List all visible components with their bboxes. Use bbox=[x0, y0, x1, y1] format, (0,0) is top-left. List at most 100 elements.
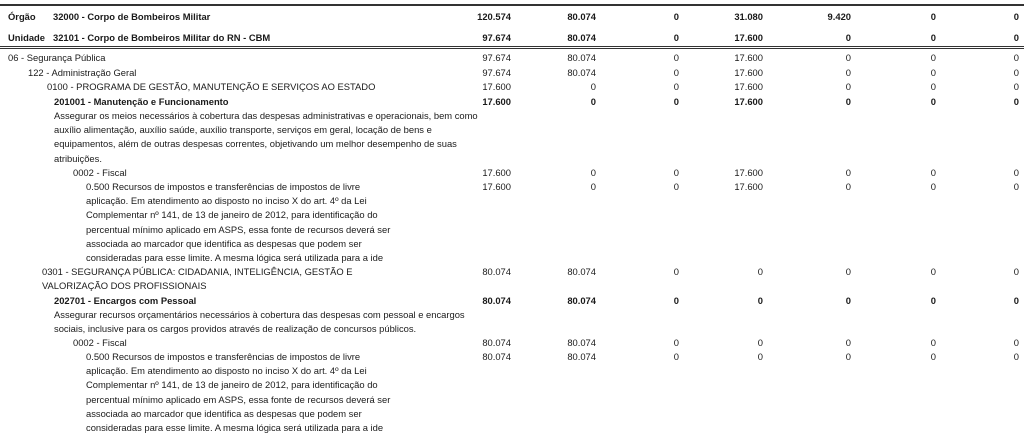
value-cell: 0 bbox=[930, 181, 936, 192]
value-cell: 0 bbox=[930, 52, 936, 63]
label-line: Complementar nº 141, de 13 de janeiro de… bbox=[86, 379, 378, 391]
row-label: 202701 - Encargos com Pessoal bbox=[54, 294, 196, 308]
value-cell: 0 bbox=[930, 67, 936, 78]
value-cell: 0 bbox=[930, 266, 936, 277]
row-label: 201001 - Manutenção e Funcionamento bbox=[54, 95, 229, 109]
label-line: associada ao marcador que identifica as … bbox=[86, 407, 362, 419]
value-cell: 80.074 bbox=[567, 351, 596, 362]
value-cell: 0 bbox=[845, 32, 851, 43]
value-cell: 80.074 bbox=[567, 32, 596, 43]
label-line: 0002 - Fiscal bbox=[73, 337, 127, 348]
value-cell: 0 bbox=[673, 167, 679, 178]
value-cell: 17.600 bbox=[734, 81, 763, 92]
value-cell: 17.600 bbox=[734, 167, 763, 178]
value-cell: 17.600 bbox=[734, 96, 763, 107]
row-label: 0.500 Recursos de impostos e transferênc… bbox=[86, 350, 390, 435]
value-cell: 17.600 bbox=[482, 167, 511, 178]
value-cell: 0 bbox=[673, 52, 679, 63]
value-cell: 0 bbox=[930, 337, 936, 348]
row-title: 32000 - Corpo de Bombeiros Militar bbox=[53, 11, 211, 22]
row-label: 06 - Segurança Pública bbox=[8, 51, 105, 65]
row-label: 0.500 Recursos de impostos e transferênc… bbox=[86, 180, 390, 265]
value-cell: 17.600 bbox=[734, 32, 763, 43]
value-cell: 0 bbox=[673, 181, 679, 192]
value-cell: 0 bbox=[1013, 11, 1019, 22]
value-cell: 0 bbox=[930, 11, 936, 22]
value-cell: 17.600 bbox=[734, 52, 763, 63]
value-cell: 0 bbox=[673, 81, 679, 92]
row-label: 0002 - Fiscal bbox=[73, 336, 127, 350]
value-cell: 0 bbox=[930, 81, 936, 92]
value-cell: 0 bbox=[1013, 167, 1019, 178]
value-cell: 80.074 bbox=[482, 295, 511, 306]
row-label: Assegurar os meios necessários à cobertu… bbox=[54, 109, 478, 166]
label-line: atribuições. bbox=[54, 152, 102, 164]
value-cell: 0 bbox=[673, 351, 679, 362]
label-line: Assegurar recursos orçamentários necessá… bbox=[54, 309, 465, 320]
value-cell: 0 bbox=[673, 67, 679, 78]
value-cell: 0 bbox=[845, 52, 851, 63]
value-cell: 0 bbox=[673, 337, 679, 348]
label-line: 0.500 Recursos de impostos e transferênc… bbox=[86, 181, 361, 192]
label-line: 202701 - Encargos com Pessoal bbox=[54, 295, 197, 306]
label-line: VALORIZAÇÃO DOS PROFISSIONAIS bbox=[42, 280, 207, 292]
value-cell: 0 bbox=[845, 81, 851, 92]
value-cell: 80.074 bbox=[567, 67, 596, 78]
value-cell: 0 bbox=[1013, 337, 1019, 348]
value-cell: 0 bbox=[673, 295, 679, 306]
label-line: aplicação. Em atendimento ao disposto no… bbox=[86, 195, 367, 207]
value-cell: 0 bbox=[673, 11, 679, 22]
row-label: 0301 - SEGURANÇA PÚBLICA: CIDADANIA, INT… bbox=[42, 265, 353, 293]
value-cell: 97.674 bbox=[482, 67, 511, 78]
value-cell: 0 bbox=[1013, 67, 1019, 78]
value-cell: 17.600 bbox=[482, 96, 511, 107]
value-cell: 0 bbox=[845, 167, 851, 178]
value-cell: 0 bbox=[930, 96, 936, 107]
value-cell: 80.074 bbox=[482, 266, 511, 277]
value-cell: 0 bbox=[590, 81, 596, 92]
label-line: equipamentos, além de outras despesas co… bbox=[54, 138, 457, 150]
value-cell: 0 bbox=[1013, 32, 1019, 43]
value-cell: 80.074 bbox=[567, 295, 596, 306]
label-line: consideradas para esse limite. A mesma l… bbox=[86, 251, 384, 263]
value-cell: 120.574 bbox=[477, 11, 511, 22]
value-cell: 0 bbox=[845, 67, 851, 78]
value-cell: 80.074 bbox=[567, 11, 596, 22]
value-cell: 0 bbox=[845, 181, 851, 192]
value-cell: 0 bbox=[845, 295, 851, 306]
row-label: 0002 - Fiscal bbox=[73, 166, 127, 180]
value-cell: 0 bbox=[845, 96, 851, 107]
value-cell: 80.074 bbox=[482, 337, 511, 348]
label-line: 201001 - Manutenção e Funcionamento bbox=[54, 96, 229, 107]
label-line: 122 - Administração Geral bbox=[28, 67, 137, 78]
value-cell: 0 bbox=[590, 96, 596, 107]
value-cell: 0 bbox=[930, 295, 936, 306]
value-cell: 0 bbox=[930, 167, 936, 178]
value-cell: 0 bbox=[930, 351, 936, 362]
label-line: percentual mínimo aplicado em ASPS, essa… bbox=[86, 223, 391, 235]
label-line: consideradas para esse limite. A mesma l… bbox=[86, 421, 384, 433]
value-cell: 0 bbox=[1013, 52, 1019, 63]
label-line: Assegurar os meios necessários à cobertu… bbox=[54, 110, 478, 121]
value-cell: 0 bbox=[590, 181, 596, 192]
value-cell: 9.420 bbox=[827, 11, 851, 22]
value-cell: 0 bbox=[590, 167, 596, 178]
value-cell: 0 bbox=[757, 337, 763, 348]
label-line: associada ao marcador que identifica as … bbox=[86, 237, 362, 249]
value-cell: 0 bbox=[673, 96, 679, 107]
row-label: 122 - Administração Geral bbox=[28, 66, 136, 80]
value-cell: 0 bbox=[1013, 81, 1019, 92]
value-cell: 31.080 bbox=[734, 11, 763, 22]
value-cell: 0 bbox=[757, 351, 763, 362]
value-cell: 80.074 bbox=[482, 351, 511, 362]
label-line: aplicação. Em atendimento ao disposto no… bbox=[86, 365, 367, 377]
value-cell: 0 bbox=[673, 32, 679, 43]
value-cell: 0 bbox=[1013, 266, 1019, 277]
value-cell: 0 bbox=[845, 266, 851, 277]
value-cell: 80.074 bbox=[567, 337, 596, 348]
row-label: 0100 - PROGRAMA DE GESTÃO, MANUTENÇÃO E … bbox=[47, 80, 375, 94]
value-cell: 80.074 bbox=[567, 266, 596, 277]
row-kind-label: Órgão bbox=[8, 11, 36, 22]
top-rule bbox=[0, 4, 1024, 6]
row-label: Assegurar recursos orçamentários necessá… bbox=[54, 308, 465, 336]
